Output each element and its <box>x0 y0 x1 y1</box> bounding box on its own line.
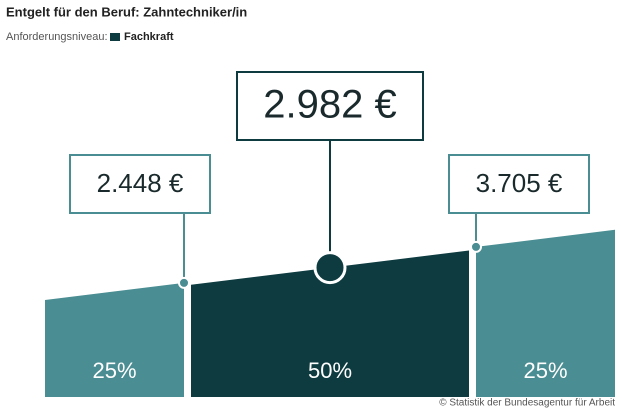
band-segment <box>191 250 469 397</box>
chart-title: Entgelt für den Beruf: Zahntechniker/in <box>6 4 247 19</box>
value-label: 2.982 € <box>263 83 396 127</box>
callout-box <box>448 154 590 214</box>
legend-label: Anforderungsniveau: <box>6 31 108 43</box>
share-label: 50% <box>308 358 352 383</box>
legend-entry: Fachkraft <box>124 31 174 43</box>
share-label: 25% <box>523 358 567 383</box>
callout-box <box>69 154 211 214</box>
source: © Statistik der Bundesagentur für Arbeit <box>439 398 615 409</box>
band-segment <box>45 282 184 397</box>
value-label: 3.705 € <box>476 168 563 198</box>
callout-box <box>236 71 424 141</box>
share-label: 25% <box>92 358 136 383</box>
value-label: 2.448 € <box>97 168 184 198</box>
median-marker <box>313 251 347 285</box>
legend-swatch <box>110 33 120 41</box>
quartile-marker <box>470 240 482 253</box>
band-segment <box>476 229 615 397</box>
quartile-marker <box>178 276 190 289</box>
